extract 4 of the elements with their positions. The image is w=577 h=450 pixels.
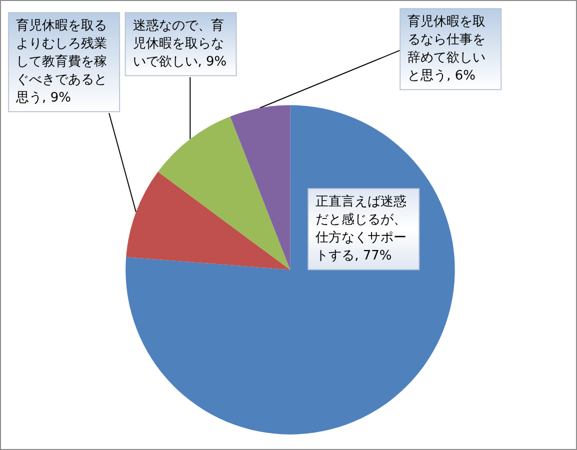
slice-label: 正直言えば迷惑だと感じるが、仕方なくサポートする, 77% — [314, 194, 407, 264]
slice-label: 育児休暇を取るよりむしろ残業して教育費を稼ぐべきであると思う, 9% — [15, 18, 108, 106]
slice-label: 迷惑なので、育児休暇を取らないで欲しい, 9% — [132, 18, 227, 70]
slice-label: 育児休暇を取るなら仕事を辞めて欲しいと思う, 6% — [408, 14, 486, 84]
